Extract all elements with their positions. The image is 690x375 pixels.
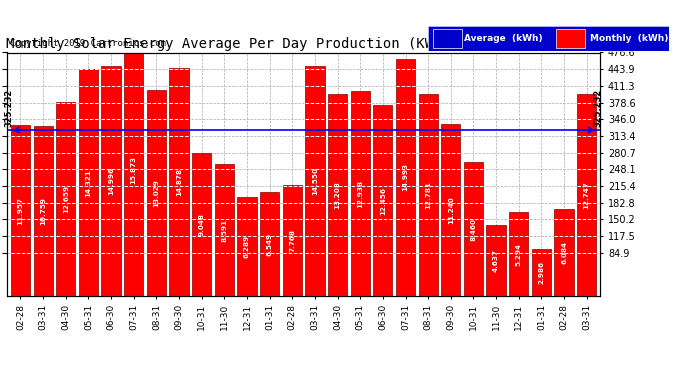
Bar	[305, 66, 324, 296]
Text: 13.208: 13.208	[335, 181, 341, 209]
Text: 4.637: 4.637	[493, 249, 499, 272]
Bar	[101, 66, 121, 296]
Bar	[260, 192, 279, 296]
Bar	[556, 29, 585, 48]
Text: Average  (kWh): Average (kWh)	[464, 34, 542, 43]
Bar	[396, 58, 415, 296]
Bar	[79, 69, 98, 296]
Bar	[124, 45, 144, 296]
Bar	[532, 249, 551, 296]
Text: 15.873: 15.873	[130, 156, 137, 184]
Bar	[147, 90, 166, 296]
Text: 6.549: 6.549	[266, 233, 273, 256]
Bar	[237, 196, 257, 296]
Bar	[555, 209, 573, 296]
Text: 11.240: 11.240	[448, 196, 454, 224]
Text: 6.084: 6.084	[561, 241, 567, 264]
Text: 11.957: 11.957	[17, 196, 23, 225]
Text: 9.048: 9.048	[199, 213, 205, 236]
Text: 5.294: 5.294	[515, 243, 522, 266]
Text: 14.996: 14.996	[108, 167, 114, 195]
Text: 14.550: 14.550	[312, 167, 318, 195]
Bar	[283, 185, 302, 296]
Text: 12.456: 12.456	[380, 187, 386, 215]
Bar	[56, 102, 75, 296]
Bar	[577, 94, 596, 296]
Bar	[441, 124, 460, 296]
Text: Copyright 2019 Cartronics.com: Copyright 2019 Cartronics.com	[10, 39, 166, 48]
Bar	[373, 105, 393, 296]
Text: 14.878: 14.878	[176, 168, 182, 196]
Bar	[11, 125, 30, 296]
Text: 7.768: 7.768	[289, 229, 295, 252]
Bar	[34, 126, 52, 296]
Text: 14.993: 14.993	[402, 164, 408, 191]
Text: 14.321: 14.321	[86, 169, 92, 196]
Text: 13.029: 13.029	[153, 179, 159, 207]
Bar	[419, 94, 437, 296]
Bar	[433, 29, 462, 48]
Text: 10.759: 10.759	[40, 197, 46, 225]
Text: 6.289: 6.289	[244, 235, 250, 258]
Text: 12.938: 12.938	[357, 180, 363, 208]
Text: 12.659: 12.659	[63, 185, 69, 213]
Bar	[509, 212, 529, 296]
Bar	[215, 165, 234, 296]
Bar	[328, 94, 347, 296]
Text: 325.232: 325.232	[593, 89, 602, 128]
Bar	[486, 225, 506, 296]
Text: Monthly  (kWh): Monthly (kWh)	[589, 34, 668, 43]
Text: 12.781: 12.781	[425, 181, 431, 209]
Bar	[351, 91, 370, 296]
Title: Monthly Solar Energy Average Per Day Production (KWh)  Fri Apr 12 19:24: Monthly Solar Energy Average Per Day Pro…	[6, 38, 601, 51]
Text: 325.232: 325.232	[5, 89, 14, 128]
Bar	[192, 153, 211, 296]
Text: 8.460: 8.460	[471, 217, 477, 241]
Text: 12.747: 12.747	[584, 182, 590, 209]
Bar	[170, 68, 188, 296]
Text: 8.591: 8.591	[221, 219, 227, 242]
Bar	[464, 162, 483, 296]
Text: 2.986: 2.986	[538, 261, 544, 284]
